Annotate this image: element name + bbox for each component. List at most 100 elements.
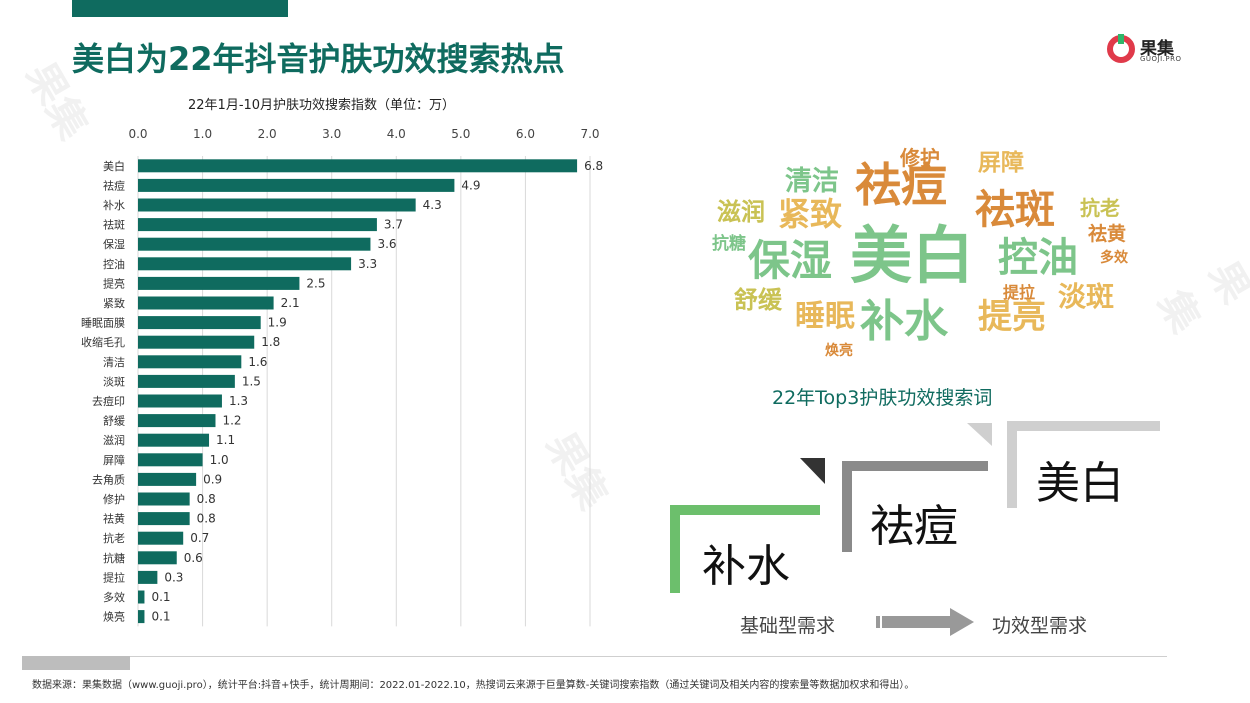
logo: 果集 GUOJI.PRO: [1106, 34, 1206, 68]
data-label: 0.7: [190, 531, 209, 545]
data-label: 4.3: [423, 198, 442, 212]
bar: [138, 414, 216, 428]
word-cloud-word: 焕亮: [825, 343, 853, 359]
effect-need-label: 功效型需求: [992, 615, 1088, 637]
category-label: 去角质: [92, 473, 125, 486]
step-word-1: 补水: [702, 541, 790, 592]
category-label: 提拉: [103, 570, 125, 584]
bar: [138, 276, 300, 290]
bar: [138, 590, 145, 604]
word-cloud-word: 提拉: [1003, 283, 1036, 302]
right-arrow-icon: [876, 608, 974, 636]
x-tick-label: 5.0: [451, 127, 470, 141]
category-label: 祛斑: [103, 218, 125, 232]
x-tick-label: 1.0: [193, 127, 212, 141]
step-word-3: 美白: [1036, 458, 1124, 509]
word-cloud-word: 紧致: [778, 195, 843, 233]
word-cloud-word: 修护: [900, 146, 940, 170]
footer-source: 数据来源：果集数据（www.guoji.pro），统计平台:抖音+快手，统计周期…: [32, 680, 915, 691]
word-cloud: 美白 祛痘 祛斑 保湿 控油 补水 提亮 紧致 清洁 睡眠 淡斑 滋润 舒缓 屏障 修护 抗老 祛黄 抗糖 多效 提拉…: [700, 140, 1160, 370]
data-label: 0.3: [164, 570, 183, 584]
data-label: 1.1: [216, 433, 235, 447]
x-tick-label: 7.0: [580, 127, 599, 141]
data-label: 3.6: [377, 237, 396, 251]
data-label: 0.9: [203, 472, 222, 486]
bar: [138, 335, 255, 349]
bar: [138, 374, 235, 388]
bar: [138, 355, 242, 369]
word-cloud-word: 祛黄: [1088, 223, 1127, 245]
x-tick-label: 2.0: [258, 127, 277, 141]
word-cloud-word: 祛痘: [855, 158, 947, 212]
top3-title: 22年Top3护肤功效搜索词: [772, 387, 993, 409]
step-diagram: [670, 421, 1160, 593]
logo-ring-icon: [1107, 34, 1135, 63]
step-word-2: 祛痘: [870, 501, 958, 552]
bar: [138, 159, 578, 173]
watermark: 果集: [1149, 253, 1250, 341]
data-label: 2.5: [306, 276, 325, 290]
category-label: 补水: [103, 199, 125, 212]
category-label: 修护: [103, 492, 125, 506]
bar: [138, 570, 158, 584]
data-label: 1.8: [261, 335, 280, 349]
data-label: 0.1: [151, 590, 170, 604]
step-bracket-1: [670, 505, 820, 593]
category-label: 抗老: [103, 531, 125, 545]
category-label: 美白: [103, 159, 125, 173]
bar: [138, 551, 177, 565]
word-cloud-word: 祛斑: [975, 187, 1055, 233]
category-label: 清洁: [103, 356, 125, 369]
data-label: 0.6: [184, 551, 203, 565]
word-cloud-word: 抗老: [1080, 196, 1120, 220]
word-cloud-word: 睡眠: [795, 299, 855, 334]
word-cloud-word: 淡斑: [1058, 280, 1115, 313]
bar: [138, 316, 261, 330]
category-label: 收缩毛孔: [81, 335, 125, 349]
word-cloud-word: 美白: [850, 219, 975, 292]
bar: [138, 218, 377, 232]
data-label: 1.6: [248, 355, 267, 369]
category-label: 祛黄: [103, 512, 125, 526]
bar: [138, 453, 203, 467]
data-label: 1.0: [210, 453, 229, 467]
category-label: 睡眠面膜: [81, 317, 125, 330]
x-tick-label: 0.0: [128, 127, 147, 141]
bar: [138, 296, 274, 310]
category-label: 控油: [103, 257, 125, 271]
data-label: 1.9: [268, 316, 287, 330]
data-label: 3.7: [384, 218, 403, 232]
data-label: 0.8: [197, 512, 216, 526]
word-cloud-word: 补水: [860, 296, 948, 347]
bar: [138, 472, 197, 486]
data-label: 1.2: [222, 414, 241, 428]
word-cloud-word: 提亮: [978, 297, 1046, 337]
bar: [138, 512, 190, 526]
word-cloud-word: 抗糖: [712, 234, 746, 254]
data-label: 0.8: [197, 492, 216, 506]
category-label: 滋润: [103, 433, 125, 447]
step-bracket-3: [1007, 421, 1160, 508]
word-cloud-word: 屏障: [978, 150, 1024, 176]
x-tick-label: 6.0: [516, 127, 535, 141]
bar: [138, 610, 145, 624]
category-label: 抗糖: [103, 551, 125, 565]
step-arrow-2: [967, 423, 992, 446]
bar: [138, 492, 190, 506]
bar: [138, 178, 455, 192]
data-label: 6.8: [584, 159, 603, 173]
data-label: 0.1: [151, 610, 170, 624]
word-cloud-word: 清洁: [785, 166, 839, 197]
word-cloud-word: 滋润: [717, 198, 765, 226]
category-label: 紧致: [103, 296, 125, 310]
data-label: 4.9: [461, 178, 480, 192]
word-cloud-word: 控油: [998, 235, 1078, 281]
word-cloud-word: 多效: [1100, 250, 1128, 266]
category-label: 祛痘: [103, 178, 125, 192]
data-label: 3.3: [358, 257, 377, 271]
category-label: 屏障: [103, 453, 125, 467]
category-label: 焕亮: [103, 610, 125, 624]
x-tick-label: 4.0: [387, 127, 406, 141]
category-label: 淡斑: [103, 375, 125, 388]
top-accent-bar: [72, 0, 288, 17]
